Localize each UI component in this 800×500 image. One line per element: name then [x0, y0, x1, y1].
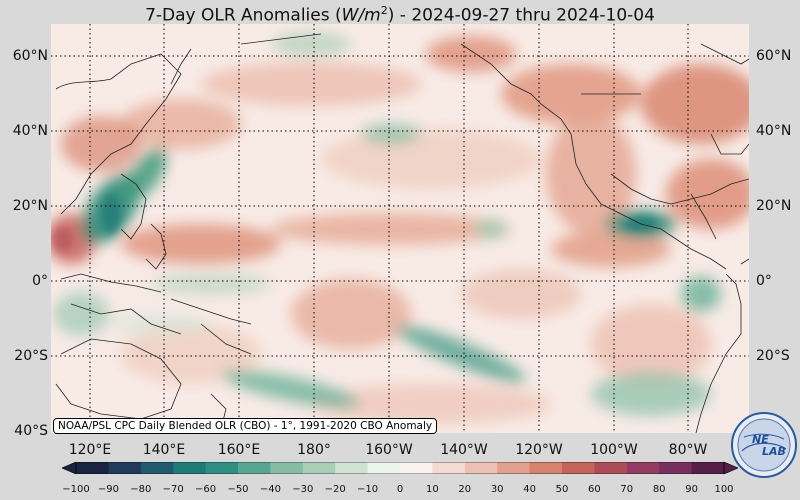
lon-label: 140°W — [440, 442, 488, 458]
colorbar-tick-label: 100 — [714, 484, 734, 495]
lon-label: 100°W — [590, 442, 638, 458]
lat-label-right: 60°N — [756, 48, 792, 64]
logo-text-top: NE — [752, 433, 769, 446]
lon-label: 120°E — [68, 442, 112, 458]
colorbar-cell — [335, 462, 369, 474]
colorbar-tick-label: 0 — [396, 484, 404, 495]
lat-label-right: 20°N — [756, 198, 792, 214]
colorbar-cell — [400, 462, 433, 474]
lat-label-left: 40°S — [14, 423, 48, 439]
colorbar-cell — [691, 462, 725, 474]
colorbar-cell — [367, 462, 401, 474]
colorbar-tick-label: 80 — [652, 484, 666, 495]
coastlines — [55, 33, 749, 433]
colorbar-cell — [464, 462, 498, 474]
colorbar-tick-label: −100 — [62, 484, 90, 495]
colorbar-tick-label: −60 — [195, 484, 217, 495]
colorbar-tick-label: 30 — [490, 484, 504, 495]
lat-label-left: 20°N — [12, 198, 48, 214]
colorbar-tick-label: −70 — [162, 484, 184, 495]
colorbar-tick-label: 10 — [426, 484, 439, 495]
lon-label: 120°W — [515, 442, 563, 458]
colorbar-tick-label: 50 — [555, 484, 569, 495]
colorbar-tick-label: 90 — [685, 484, 698, 495]
lat-label-left: 60°N — [12, 48, 48, 64]
colorbar-tick-label: −30 — [292, 484, 314, 495]
colorbar-cell — [432, 462, 466, 474]
lat-label-right: 40°N — [756, 123, 792, 139]
colorbar-cell — [529, 462, 563, 474]
colorbar-cell — [270, 462, 304, 474]
colorbar-tick-label: −40 — [259, 484, 281, 495]
olr-anomaly-map — [51, 24, 749, 433]
colorbar-cell — [238, 462, 271, 474]
colorbar-cell — [205, 462, 239, 474]
lat-label-right: 0° — [756, 273, 772, 289]
colorbar-cell — [140, 462, 174, 474]
colorbar-tick-label: −80 — [130, 484, 152, 495]
colorbar-cell — [173, 462, 207, 474]
lat-label-left: 20°S — [14, 348, 48, 364]
colorbar-tick-label: 40 — [523, 484, 536, 495]
colorbar — [62, 462, 738, 474]
colorbar-cell — [594, 462, 628, 474]
nelab-logo-icon: NE LAB — [731, 412, 797, 478]
colorbar-min-extend — [62, 462, 77, 474]
colorbar-tick-label: −90 — [97, 484, 119, 495]
data-source-note: NOAA/PSL CPC Daily Blended OLR (CBO) - 1… — [53, 418, 438, 434]
colorbar-tick-label: −10 — [357, 484, 379, 495]
colorbar-tick-label: −50 — [227, 484, 249, 495]
lat-label-left: 40°N — [12, 123, 48, 139]
lat-label-right: 20°S — [756, 348, 790, 364]
lon-label: 160°W — [365, 442, 413, 458]
colorbar-cell — [626, 462, 660, 474]
colorbar-tick-label: 60 — [588, 484, 601, 495]
colorbar-cell — [659, 462, 693, 474]
chart-title: 7-Day OLR Anomalies (W/m2) - 2024-09-27 … — [145, 4, 655, 26]
colorbar-cell — [76, 462, 109, 474]
lon-label: 140°E — [142, 442, 186, 458]
colorbar-cell — [302, 462, 336, 474]
colorbar-tick-label: −20 — [324, 484, 346, 495]
anomaly-field — [51, 32, 749, 424]
colorbar-cell — [108, 462, 142, 474]
lat-label-left: 0° — [32, 273, 48, 289]
lon-label: 80°W — [668, 442, 708, 458]
colorbar-cell — [497, 462, 531, 474]
colorbar-tick-label: 70 — [620, 484, 634, 495]
colorbar-cell — [562, 462, 595, 474]
lon-label: 160°E — [217, 442, 261, 458]
logo-text-bottom: LAB — [762, 445, 786, 458]
colorbar-tick-label: 20 — [458, 484, 472, 495]
lon-label: 180° — [297, 442, 331, 458]
graticule — [51, 24, 749, 433]
